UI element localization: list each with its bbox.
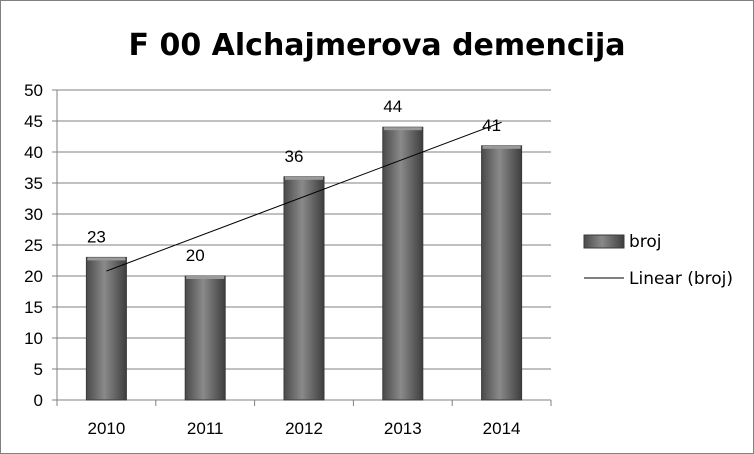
bar-2012: [283, 176, 325, 401]
label-layer: 23 20 36 44 41: [87, 97, 501, 265]
bar-2011: [184, 275, 226, 401]
y-tick-label-10: 10: [24, 329, 43, 348]
axis-layer: 0 5 10 15 20 25 30 35 40 45 50 2010 2011 2012 2013 2014: [24, 81, 552, 438]
bar-cap-2012: [285, 176, 323, 180]
bar-cap-2014: [482, 145, 521, 149]
trendline: [106, 121, 502, 272]
legend: broj Linear (broj): [583, 232, 733, 289]
bar-2014: [481, 145, 523, 401]
x-tick-label-2014: 2014: [483, 419, 521, 438]
x-tick-label-2010: 2010: [87, 419, 125, 438]
y-tick-label-35: 35: [24, 174, 43, 193]
data-label-2010: 23: [87, 227, 106, 246]
bar-2010: [85, 256, 127, 401]
bar-2013: [382, 126, 424, 401]
y-tick-label-0: 0: [34, 391, 43, 410]
bar-layer: [85, 126, 523, 401]
y-tick-label-45: 45: [24, 112, 43, 131]
bar-cap-2011: [186, 276, 225, 279]
legend-swatch-broj: [583, 234, 625, 249]
x-tick-label-2011: 2011: [187, 419, 224, 438]
legend-label-trendline: Linear (broj): [629, 269, 733, 289]
data-label-2013: 44: [383, 97, 402, 116]
data-label-2014: 41: [482, 116, 501, 135]
y-tick-label-40: 40: [24, 143, 43, 162]
x-tick-label-2012: 2012: [285, 419, 323, 438]
y-tick-label-50: 50: [24, 81, 43, 100]
x-tick-label-2013: 2013: [384, 419, 422, 438]
y-tick-label-5: 5: [34, 360, 43, 379]
y-tick-label-20: 20: [24, 267, 43, 286]
y-tick-label-15: 15: [24, 298, 43, 317]
legend-label-broj: broj: [629, 232, 662, 252]
y-tick-label-30: 30: [24, 205, 43, 224]
chart-title: F 00 Alchajmerova demencija: [129, 28, 626, 63]
bar-cap-2010: [87, 257, 126, 261]
data-label-2011: 20: [186, 246, 205, 265]
bar-cap-2013: [383, 127, 422, 131]
trend-layer: [106, 121, 502, 272]
data-label-2012: 36: [285, 147, 304, 166]
y-tick-label-25: 25: [24, 236, 43, 255]
